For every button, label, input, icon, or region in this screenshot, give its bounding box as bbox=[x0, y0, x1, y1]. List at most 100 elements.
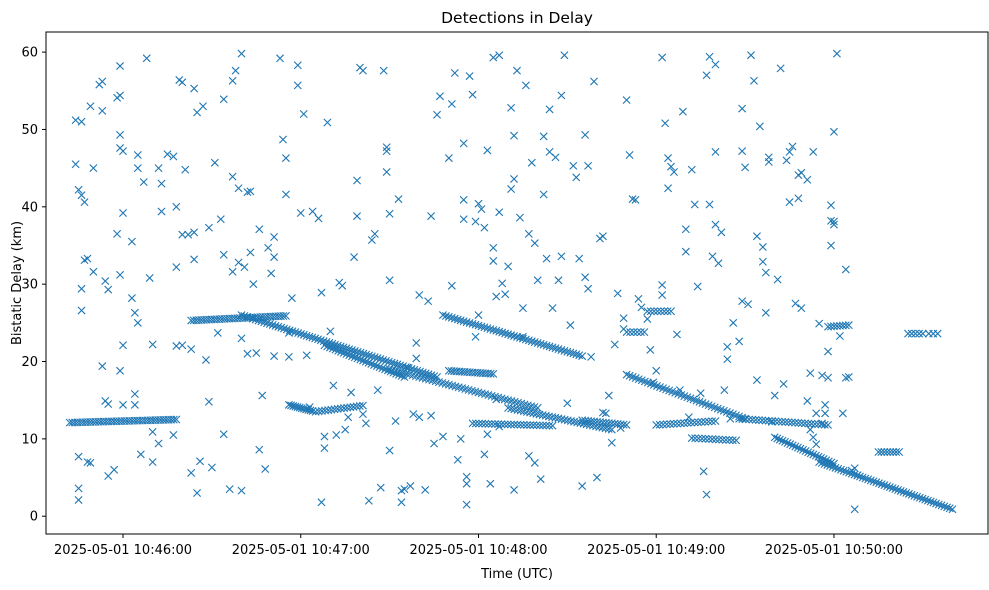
data-point bbox=[815, 319, 824, 328]
track-point bbox=[277, 323, 286, 332]
data-point bbox=[776, 64, 785, 73]
track-point bbox=[704, 434, 713, 443]
data-point bbox=[453, 455, 462, 464]
data-point bbox=[539, 132, 548, 141]
data-point bbox=[415, 413, 424, 422]
data-point bbox=[510, 174, 519, 183]
data-point bbox=[551, 153, 560, 162]
data-point bbox=[213, 328, 222, 337]
data-point bbox=[77, 117, 86, 126]
track-point bbox=[353, 347, 362, 356]
data-point bbox=[527, 158, 536, 167]
data-point bbox=[412, 338, 421, 347]
track-point bbox=[783, 439, 792, 448]
data-point bbox=[687, 165, 696, 174]
data-point bbox=[592, 473, 601, 482]
data-point bbox=[643, 314, 652, 323]
data-point bbox=[130, 308, 139, 317]
data-point bbox=[201, 355, 210, 364]
track-point bbox=[516, 406, 525, 415]
track-point bbox=[701, 434, 710, 443]
data-point bbox=[332, 431, 341, 439]
track-point bbox=[824, 420, 833, 429]
track-point bbox=[560, 346, 569, 355]
track-point bbox=[841, 321, 850, 330]
track-point bbox=[486, 369, 495, 378]
data-point bbox=[382, 168, 391, 176]
track-point bbox=[858, 473, 867, 482]
track-point bbox=[438, 311, 447, 320]
track-point bbox=[899, 487, 908, 496]
data-point bbox=[646, 345, 655, 354]
data-point bbox=[658, 291, 667, 299]
track-point bbox=[444, 312, 453, 321]
data-point bbox=[726, 414, 735, 423]
track-point bbox=[367, 359, 376, 368]
track-point bbox=[396, 361, 405, 370]
data-point bbox=[133, 164, 142, 173]
data-point bbox=[681, 247, 690, 256]
data-point bbox=[225, 485, 234, 494]
track-point bbox=[545, 342, 554, 351]
data-point bbox=[850, 464, 859, 473]
data-point bbox=[658, 53, 667, 62]
data-point bbox=[270, 253, 279, 262]
track-point bbox=[465, 318, 474, 327]
data-point bbox=[818, 371, 827, 380]
data-point bbox=[169, 431, 178, 439]
track-point bbox=[382, 356, 391, 365]
data-point bbox=[293, 81, 302, 90]
data-point bbox=[415, 291, 424, 299]
data-point bbox=[468, 90, 477, 99]
data-point bbox=[237, 334, 246, 343]
track-point bbox=[544, 412, 553, 421]
data-point bbox=[379, 66, 388, 75]
track-point bbox=[633, 328, 642, 337]
data-point bbox=[181, 165, 190, 174]
track-point bbox=[483, 324, 492, 333]
data-point bbox=[607, 438, 616, 447]
data-point bbox=[752, 232, 761, 241]
data-point bbox=[435, 92, 444, 101]
track-point bbox=[372, 362, 381, 371]
data-point bbox=[545, 105, 554, 114]
data-point bbox=[723, 355, 732, 364]
track-point bbox=[741, 415, 750, 424]
data-point bbox=[104, 400, 113, 409]
data-point bbox=[281, 154, 290, 163]
data-point bbox=[480, 450, 489, 459]
data-point bbox=[711, 147, 720, 156]
track-point bbox=[728, 436, 737, 445]
track-point bbox=[673, 419, 682, 428]
track-point bbox=[551, 344, 560, 353]
data-point bbox=[196, 457, 205, 466]
track-point bbox=[918, 494, 927, 503]
data-point bbox=[119, 341, 128, 350]
y-tick-label: 0 bbox=[30, 510, 38, 525]
data-point bbox=[489, 256, 498, 265]
data-point bbox=[344, 413, 353, 422]
track-point bbox=[563, 347, 572, 356]
data-point bbox=[590, 77, 599, 86]
track-point bbox=[704, 417, 713, 426]
track-point bbox=[302, 331, 311, 340]
track-point bbox=[932, 499, 941, 508]
track-point bbox=[875, 479, 883, 488]
data-point bbox=[717, 228, 726, 237]
track-point bbox=[796, 444, 805, 453]
track-point bbox=[799, 445, 808, 454]
data-point bbox=[744, 300, 753, 309]
track-point bbox=[311, 334, 320, 343]
data-point bbox=[450, 69, 459, 77]
track-point bbox=[350, 346, 359, 355]
track-point bbox=[886, 448, 895, 456]
track-point bbox=[513, 420, 522, 429]
data-point bbox=[489, 53, 498, 62]
track-point bbox=[524, 336, 533, 345]
track-point bbox=[462, 318, 471, 327]
track-point bbox=[874, 448, 883, 456]
data-point bbox=[317, 288, 326, 297]
data-point bbox=[370, 229, 379, 238]
data-point bbox=[116, 366, 125, 375]
data-point bbox=[824, 347, 833, 356]
